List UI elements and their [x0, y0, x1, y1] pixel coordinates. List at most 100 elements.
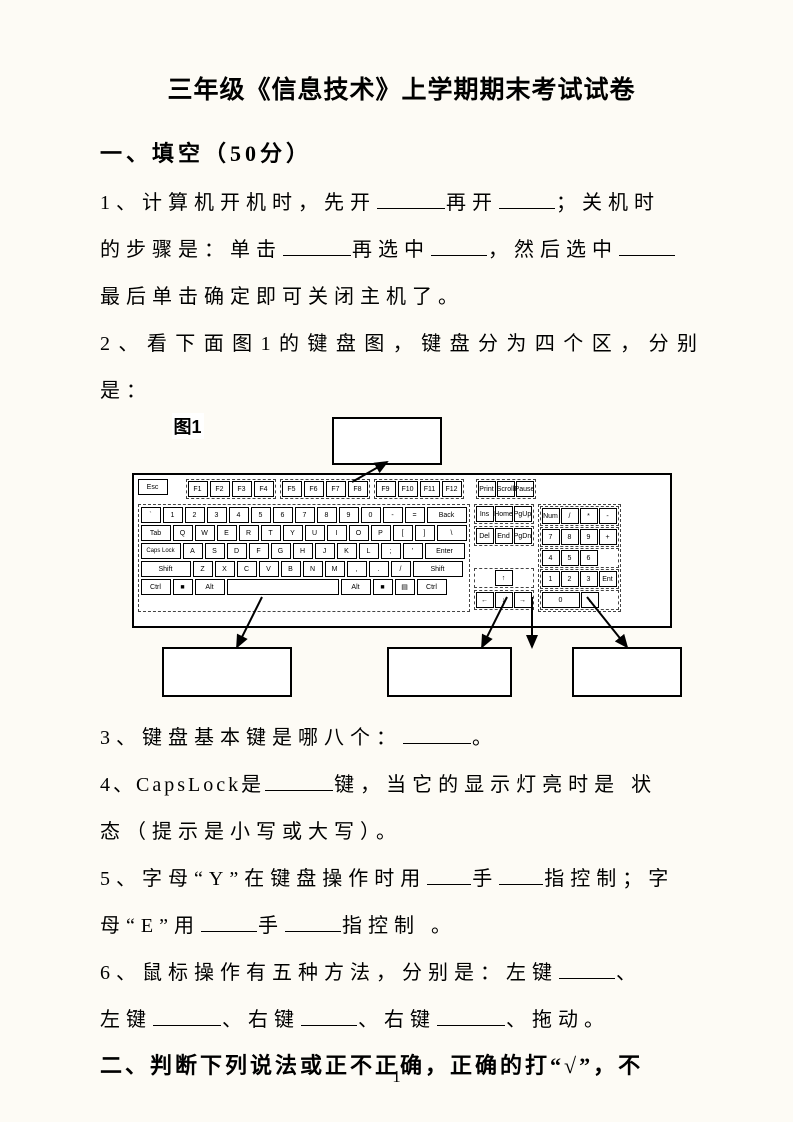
answer-box-top[interactable] — [332, 417, 442, 465]
key: ` — [141, 507, 161, 523]
key: ; — [381, 543, 401, 559]
key: Caps Lock — [141, 543, 181, 559]
body-text-block-2: 3、键盘基本键是哪八个：。 4、CapsLock是键，当它的显示灯亮时是 状 态… — [100, 715, 703, 1044]
figure-label: 图1 — [172, 413, 204, 439]
nav-keys-2: Del End PgDn — [474, 526, 534, 546]
key: 4 — [542, 550, 560, 566]
blank[interactable] — [301, 1006, 357, 1026]
key: 9 — [339, 507, 359, 523]
key: X — [215, 561, 235, 577]
answer-box-bottom-1[interactable] — [162, 647, 292, 697]
q4-line1: 4、CapsLock是键，当它的显示灯亮时是 状 — [100, 762, 703, 809]
key: ■ — [373, 579, 393, 595]
blank[interactable] — [437, 1006, 505, 1026]
text: 5、字母“Y”在键盘操作时用 — [100, 868, 426, 890]
key: 8 — [561, 529, 579, 545]
key: . — [581, 592, 599, 608]
key: . — [369, 561, 389, 577]
key-space — [227, 579, 339, 595]
key: 3 — [580, 571, 598, 587]
blank[interactable] — [431, 236, 487, 256]
q1-line3: 最后单击确定即可关闭主机了。 — [100, 274, 703, 321]
blank[interactable] — [265, 771, 333, 791]
key: ▤ — [395, 579, 415, 595]
blank[interactable] — [619, 236, 675, 256]
arrow-keys: ← ↓ → — [474, 590, 534, 610]
arrow-up: ↑ — [474, 568, 534, 588]
key: I — [327, 525, 347, 541]
answer-box-bottom-3[interactable] — [572, 647, 682, 697]
key: W — [195, 525, 215, 541]
key: N — [303, 561, 323, 577]
blank[interactable] — [403, 724, 471, 744]
key: C — [237, 561, 257, 577]
text: 手 — [472, 868, 498, 890]
blank[interactable] — [201, 912, 257, 932]
key: Home — [495, 506, 513, 522]
key: 0 — [361, 507, 381, 523]
key: + — [599, 529, 617, 545]
key: Pause — [516, 481, 534, 497]
text: 再选中 — [352, 239, 430, 261]
q3: 3、键盘基本键是哪八个：。 — [100, 715, 703, 762]
text: 。 — [472, 727, 498, 749]
keyboard-figure: 图1 Esc F1 F2 F3 F4 F5 F6 F7 F8 F9 F10 F1… — [122, 417, 682, 697]
key: 7 — [542, 529, 560, 545]
key: 3 — [207, 507, 227, 523]
key: 9 — [580, 529, 598, 545]
sys-keys: Print Scroll Pause — [476, 479, 536, 499]
key: Q — [173, 525, 193, 541]
key: J — [315, 543, 335, 559]
key: Back — [427, 507, 467, 523]
blank[interactable] — [283, 236, 351, 256]
key: \ — [437, 525, 467, 541]
blank[interactable] — [499, 189, 555, 209]
blank[interactable] — [499, 865, 543, 885]
key: - — [599, 508, 617, 524]
key: T — [261, 525, 281, 541]
answer-box-bottom-2[interactable] — [387, 647, 512, 697]
key: B — [281, 561, 301, 577]
key: ↑ — [495, 570, 513, 586]
body-text-block: 1、计算机开机时，先开再开；关机时 的步骤是：单击再选中，然后选中 最后单击确定… — [100, 180, 703, 415]
key: O — [349, 525, 369, 541]
section-1-heading: 一、填空（50分） — [100, 136, 703, 168]
key: F7 — [326, 481, 346, 497]
page-number: 1 — [0, 1067, 793, 1087]
text: 再开 — [446, 192, 498, 214]
key: 2 — [561, 571, 579, 587]
blank[interactable] — [377, 189, 445, 209]
fn-group-3: F9 F10 F11 F12 — [374, 479, 464, 499]
blank[interactable] — [153, 1006, 221, 1026]
key: F6 — [304, 481, 324, 497]
key: → — [514, 592, 532, 608]
key: F9 — [376, 481, 396, 497]
text: 的步骤是：单击 — [100, 239, 282, 261]
text: 指控制 。 — [342, 915, 457, 937]
key: U — [305, 525, 325, 541]
blank[interactable] — [559, 959, 615, 979]
key: F8 — [348, 481, 368, 497]
key: A — [183, 543, 203, 559]
key: Ctrl — [417, 579, 447, 595]
fn-group-2: F5 F6 F7 F8 — [280, 479, 370, 499]
key: Y — [283, 525, 303, 541]
blank[interactable] — [427, 865, 471, 885]
key: ■ — [173, 579, 193, 595]
key: / — [561, 508, 579, 524]
key: 6 — [580, 550, 598, 566]
q5-line2: 母“E”用手指控制 。 — [100, 903, 703, 950]
text: 、拖动。 — [506, 1009, 610, 1031]
text: 左键 — [100, 1009, 152, 1031]
key: F — [249, 543, 269, 559]
key: / — [391, 561, 411, 577]
blank[interactable] — [285, 912, 341, 932]
text: 、右键 — [358, 1009, 436, 1031]
q1-line1: 1、计算机开机时，先开再开；关机时 — [100, 180, 703, 227]
key: F2 — [210, 481, 230, 497]
key: ] — [415, 525, 435, 541]
key: Print — [478, 481, 496, 497]
key: Tab — [141, 525, 171, 541]
key: Shift — [141, 561, 191, 577]
key: L — [359, 543, 379, 559]
